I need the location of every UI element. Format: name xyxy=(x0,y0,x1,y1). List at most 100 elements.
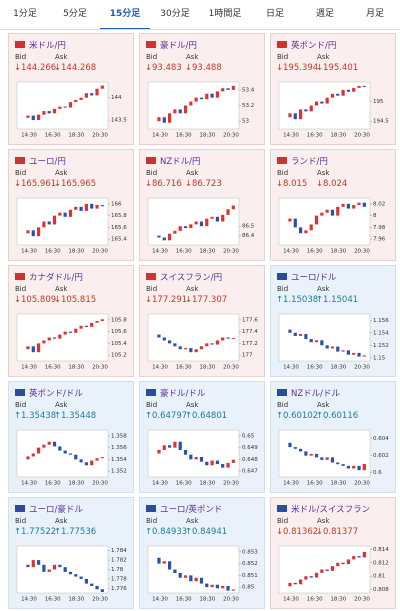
bid-value: 0.60102 xyxy=(283,411,319,421)
rate-card[interactable]: 米ドル/スイスフラン Bid Ask ↓ 0.81362 ↓ 0.81377 0.808 0.8… xyxy=(270,497,396,609)
candle xyxy=(293,582,297,585)
bid-value: 144.266 xyxy=(21,63,57,73)
rate-card[interactable]: ユーロ/豪ドル Bid Ask ↑ 1.77522 ↑ 1.77536 1.776 1.778 1… xyxy=(8,497,134,609)
tab[interactable]: 1時間足 xyxy=(208,9,242,19)
rate-card[interactable]: 豪ドル/円 Bid Ask ↓ 93.483 ↓ 93.488 53 53.2 53.4 14:30… xyxy=(139,33,265,145)
x-tick-label: 14:30 xyxy=(283,597,299,603)
y-tick-label: 0.851 xyxy=(242,573,258,579)
ask-label: Ask xyxy=(55,169,68,177)
plot-area xyxy=(16,313,109,362)
tab[interactable]: 1分足 xyxy=(13,9,37,19)
candle xyxy=(100,589,104,592)
ask-value: 0.60116 xyxy=(323,411,359,421)
tab[interactable]: 週足 xyxy=(315,9,334,19)
ask-value: 8.024 xyxy=(323,179,348,189)
candle xyxy=(346,203,350,209)
ask-arrow: ↑ xyxy=(185,527,193,537)
y-tick-label: 86.4 xyxy=(242,233,255,239)
candle xyxy=(31,453,35,457)
ask-label: Ask xyxy=(317,401,330,409)
candle xyxy=(194,457,198,460)
y-tick-label: 1.356 xyxy=(111,445,127,451)
tab[interactable]: 30分足 xyxy=(160,9,190,19)
ask-label: Ask xyxy=(317,517,330,525)
y-tick-label: 177 xyxy=(242,353,253,359)
ask-label: Ask xyxy=(186,285,199,293)
candle xyxy=(299,448,303,452)
candle xyxy=(341,562,345,565)
candle xyxy=(26,564,30,568)
candle xyxy=(341,464,345,466)
rate-card[interactable]: NZドル/ドル Bid Ask ↑ 0.60102 ↑ 0.60116 0.6 0.602 0.6… xyxy=(270,381,396,493)
rate-card[interactable]: NZドル/円 Bid Ask ↓ 86.716 ↓ 86.723 86.4 86.5 14:30 1… xyxy=(139,149,265,261)
tab[interactable]: 日足 xyxy=(265,9,284,19)
candle xyxy=(79,325,83,329)
candle xyxy=(194,577,198,582)
candle xyxy=(79,459,83,463)
pair-name: NZドル/ドル xyxy=(291,389,341,399)
y-tick-label: 1.354 xyxy=(111,457,127,463)
tab[interactable]: 月足 xyxy=(365,9,384,19)
bid-arrow: ↓ xyxy=(276,527,284,537)
candle xyxy=(157,449,161,454)
rate-card[interactable]: ユーロ/ドル Bid Ask ↑ 1.15038 ↑ 1.15041 1.15 1.152 1.1… xyxy=(270,265,396,377)
candle xyxy=(26,346,30,350)
x-tick-label: 18:30 xyxy=(68,597,84,603)
bid-value: 195.394 xyxy=(283,63,319,73)
rate-card[interactable]: 米ドル/円 Bid Ask ↓ 144.266 ↓ 144.268 143.5 144 14:30… xyxy=(8,33,134,145)
bid-arrow: ↓ xyxy=(14,295,22,305)
candle xyxy=(309,339,313,343)
rate-card[interactable]: カナダドル/円 Bid Ask ↓ 105.809 ↓ 105.815 105.2 105.4 1… xyxy=(8,265,134,377)
pair-name: 豪ドル/円 xyxy=(160,41,197,51)
candle xyxy=(157,334,161,338)
y-tick-label: 8 xyxy=(373,213,377,219)
bid-arrow: ↓ xyxy=(276,179,284,189)
y-tick-label: 8.02 xyxy=(373,201,385,207)
x-tick-label: 20:30 xyxy=(354,597,370,603)
bid-value: 1.15038 xyxy=(283,295,319,305)
y-tick-label: 0.808 xyxy=(373,587,389,593)
rate-card[interactable]: 英ポンド/円 Bid Ask ↓ 195.394 ↓ 195.401 194.5 195 14:3… xyxy=(270,33,396,145)
candle xyxy=(100,205,104,207)
rate-card[interactable]: スイスフラン/円 Bid Ask ↓ 177.291 ↓ 177.307 177 177.2 17… xyxy=(139,265,265,377)
y-tick-label: 7.98 xyxy=(373,225,386,231)
rate-card[interactable]: ランド/円 Bid Ask ↓ 8.015 ↓ 8.024 7.96 7.98 8 8.02 14:3… xyxy=(270,149,396,261)
candle xyxy=(84,578,88,584)
x-tick-label: 14:30 xyxy=(152,481,168,487)
candle xyxy=(84,462,88,466)
mini-chart: 165.4 165.6 165.8 166 14:30 16:30 18:30 20:30 xyxy=(16,197,127,255)
candle xyxy=(362,202,366,207)
x-tick-label: 14:30 xyxy=(21,481,37,487)
tab[interactable]: 5分足 xyxy=(63,9,87,19)
candle xyxy=(357,556,361,558)
tab[interactable]: 15分足 xyxy=(100,0,150,30)
candle xyxy=(95,585,99,590)
candle xyxy=(74,328,78,333)
candle xyxy=(63,212,67,217)
candle xyxy=(226,337,230,339)
candle xyxy=(288,442,292,448)
ask-label: Ask xyxy=(55,285,68,293)
rate-card[interactable]: ユーロ/円 Bid Ask ↓ 165.961 ↓ 165.965 165.4 165.6 165… xyxy=(8,149,134,261)
candle xyxy=(210,343,214,345)
x-tick-label: 20:30 xyxy=(92,597,108,603)
candle xyxy=(168,340,172,344)
y-tick-label: 0.6 xyxy=(373,470,382,476)
rate-card[interactable]: ユーロ/英ポンド Bid Ask ↑ 0.84933 ↑ 0.84941 0.85 0.851 0… xyxy=(139,497,265,609)
rate-card[interactable]: 豪ドル/ドル Bid Ask ↑ 0.64797 ↑ 0.64801 0.647 0.648 0.… xyxy=(139,381,265,493)
rate-card[interactable]: 英ポンド/ドル Bid Ask ↑ 1.35438 ↑ 1.35448 1.352 1.354 1… xyxy=(8,381,134,493)
candle xyxy=(173,569,177,574)
candle xyxy=(357,85,361,88)
plot-area xyxy=(16,545,109,594)
candle xyxy=(352,205,356,209)
candle xyxy=(58,106,62,109)
ask-label: Ask xyxy=(55,401,68,409)
candle xyxy=(205,343,209,347)
ask-arrow: ↑ xyxy=(54,411,62,421)
bid-arrow: ↑ xyxy=(276,411,284,421)
flag-icon xyxy=(277,389,287,396)
ask-label: Ask xyxy=(186,169,199,177)
candle xyxy=(157,235,161,238)
y-tick-label: 0.602 xyxy=(373,453,389,459)
x-tick-label: 20:30 xyxy=(92,481,108,487)
